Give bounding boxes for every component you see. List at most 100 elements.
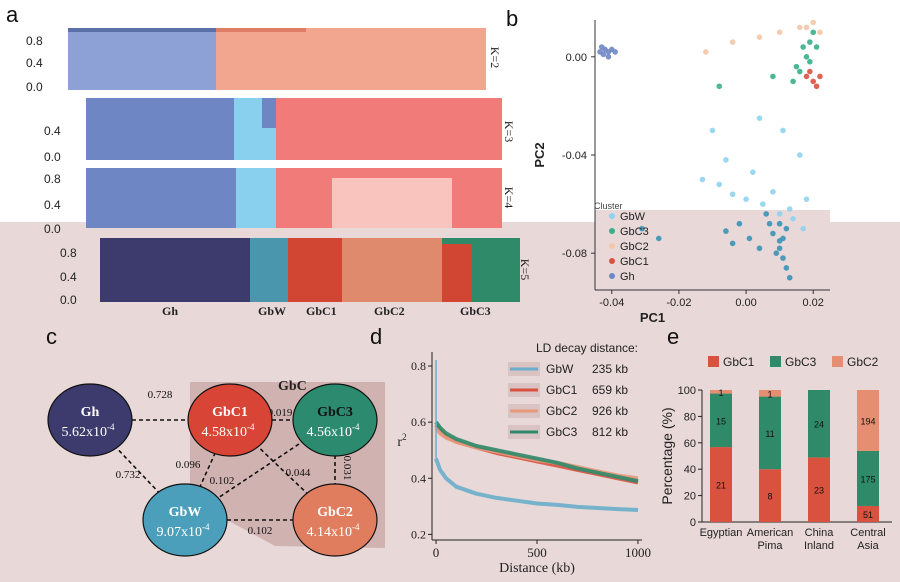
bar-segment-gbc1	[857, 505, 879, 522]
network-edge-label: 0.728	[148, 389, 173, 401]
pca-point-gbc2	[803, 24, 810, 31]
pca-point-gbw_dark	[776, 245, 783, 252]
pca-legend-label: GbC1	[620, 256, 649, 268]
pca-point-gbc3	[790, 78, 796, 85]
ld-xlabel: Distance (kb)	[499, 561, 575, 576]
bar-segment-gbc1	[710, 447, 732, 522]
panel-letter-e: e	[667, 324, 680, 349]
pca-point-gbw_dark	[770, 230, 776, 237]
group-label-gbc3: GbC3	[460, 304, 491, 318]
ld-legend-label: GbC3	[546, 425, 578, 439]
panel-letter-b: b	[506, 6, 519, 31]
pca-point-gbc3	[807, 39, 813, 45]
k4-label: K=4	[502, 186, 517, 209]
network-edge-label: 0.102	[210, 475, 235, 487]
structure-plot-panel: 0.8 0.4 0.0 K=2 0.4 0.0 K=3 0.8 0.4 0.0 …	[0, 0, 540, 330]
network-node-gbw	[142, 483, 228, 557]
ld-xtick-label: 500	[527, 545, 547, 560]
bar-segment-gbc2	[857, 390, 879, 451]
pca-point-gbc3	[800, 44, 806, 50]
network-node-value: 4.56x10-4	[307, 422, 360, 440]
pca-point-gbw_dark	[783, 265, 790, 271]
bar-ylabel: Percentage (%)	[660, 407, 675, 504]
bar-segment-label: 1	[767, 389, 772, 399]
pca-point-gbw_dark	[780, 255, 786, 261]
network-node-name: Gh	[81, 405, 100, 420]
pca-point-gbw_dark	[746, 235, 753, 242]
pca-point-gbw_dark	[773, 250, 780, 256]
k3-label: K=3	[502, 120, 517, 143]
k4-ytick-08: 0.8	[44, 172, 61, 186]
pca-legend-title: Cluster	[594, 201, 623, 211]
bar-segment-gbc2	[759, 390, 781, 397]
pca-point-gbw	[743, 196, 749, 202]
pca-ytick-label: -0.08	[562, 248, 587, 260]
pca-point-gbc2	[796, 24, 803, 31]
bar-legend-label: GbC3	[785, 355, 817, 369]
structure-k2	[68, 28, 486, 90]
bar-segment-gbc2	[710, 390, 732, 394]
pca-xtick-label: -0.02	[666, 297, 691, 309]
bar-segment-gbc3	[710, 393, 732, 448]
bar-ytick-label: 80	[684, 411, 696, 423]
pca-ylabel: PC2	[532, 142, 547, 167]
k5-ytick-08: 0.8	[60, 246, 77, 260]
pca-legend-label: GbC3	[620, 226, 649, 238]
bar-ytick-label: 60	[684, 438, 696, 450]
pca-xtick-label: -0.04	[599, 297, 624, 309]
ld-legend-decay: 926 kb	[592, 404, 628, 418]
pca-point-gbw	[709, 127, 716, 134]
panel-letter-c: c	[46, 324, 57, 349]
pca-point-gbw	[796, 152, 803, 158]
pca-point-gbc2	[702, 49, 709, 55]
pca-point-gbw	[756, 115, 763, 121]
ld-decay-chart: 0 500 1000 0.8 0.6 0.4 0.2 Distance (kb) r2 LD d…	[397, 341, 651, 576]
k2-label: K=2	[488, 46, 503, 69]
ld-xtick-label: 0	[433, 545, 440, 560]
bar-legend-label: GbC2	[847, 355, 879, 369]
bar-ytick-label: 20	[684, 491, 696, 503]
network-edge-label: 0.102	[248, 525, 273, 537]
bar-segment-label: 24	[814, 420, 824, 430]
pca-point-gbw	[780, 127, 786, 134]
bar-category-label: China	[805, 527, 835, 539]
group-label-gbc2: GbC2	[374, 304, 405, 318]
ld-legend-label: GbC2	[546, 404, 578, 418]
bar-ytick-label: 100	[678, 385, 696, 397]
ld-legend-decay: 235 kb	[592, 362, 628, 376]
pca-point-gh	[605, 54, 612, 60]
panel-letter-a: a	[6, 2, 19, 27]
bar-segment-label: 194	[860, 416, 875, 426]
pca-point-gbw_dark	[756, 245, 763, 252]
bar-segment-label: 175	[860, 474, 875, 484]
bar-category-label-line2: Asia	[857, 540, 879, 552]
pca-point-gbw	[729, 191, 736, 198]
pca-point-gbw	[800, 225, 806, 232]
network-node-value: 4.14x10-4	[307, 522, 360, 540]
bar-segment-label: 23	[814, 486, 824, 496]
ld-ytick-label: 0.4	[411, 471, 426, 485]
pca-point-gbc3	[716, 83, 723, 90]
pca-point-gbw	[786, 206, 793, 212]
bar-segment-gbc3	[857, 450, 879, 506]
pca-point-gbw	[716, 181, 723, 188]
pca-point-gbw_dark	[736, 220, 743, 227]
pca-legend-label: GbC2	[620, 241, 649, 253]
bar-ytick-label: 0	[690, 517, 696, 529]
ld-ytick-label: 0.8	[411, 359, 426, 373]
k2-ytick-08: 0.8	[26, 34, 43, 48]
pca-point-gbw_dark	[786, 274, 793, 281]
network-edge-label: 0.031	[341, 456, 353, 481]
group-label-gh: Gh	[162, 304, 179, 318]
ld-series-gbc3	[434, 420, 639, 484]
pca-point-gbc1	[803, 73, 810, 80]
bar-segment-label: 1	[718, 388, 723, 398]
network-node-name: GbC2	[317, 505, 353, 520]
bar-segment-label: 8	[767, 492, 772, 502]
pca-point-gbc1	[813, 83, 820, 90]
structure-k3	[86, 98, 502, 160]
k2-ytick-04: 0.4	[26, 56, 43, 70]
pca-point-gbw	[790, 216, 796, 222]
bar-segment-label: 51	[863, 510, 873, 520]
pca-point-gbw	[699, 176, 706, 183]
